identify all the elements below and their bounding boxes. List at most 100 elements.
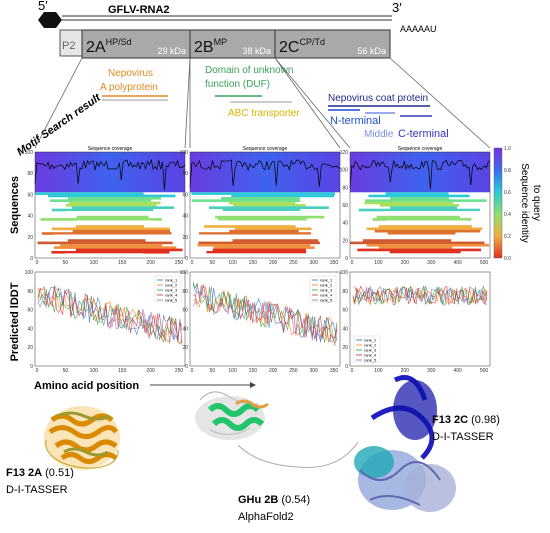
plddt-line <box>192 282 338 344</box>
structure-2c <box>354 375 456 512</box>
segment-box <box>274 29 391 59</box>
motif-text: Nepovirus <box>108 68 153 79</box>
heatmap-row <box>64 253 144 256</box>
hexagon <box>38 12 62 28</box>
structure-name: F13 2A <box>6 467 42 479</box>
heatmap-row <box>386 220 467 224</box>
plddt-line <box>192 281 338 343</box>
heatmap-row <box>37 241 173 245</box>
heatmap-row <box>215 215 325 219</box>
motif-text: ABC transporter <box>228 108 300 119</box>
segment-sup: CP/Td <box>299 37 325 47</box>
heatmap-band <box>35 152 185 193</box>
segment-name: 2C <box>279 39 299 56</box>
y-tick-label: 80 <box>27 171 33 177</box>
x-tick-label: 250 <box>289 368 298 374</box>
segment-label: 2AHP/Sd <box>86 37 132 56</box>
heatmap-row <box>366 243 490 247</box>
heatmap-row <box>387 232 456 235</box>
heatmap-row <box>40 218 162 221</box>
heatmap-row <box>198 232 311 235</box>
rna-name: GFLV-RNA2 <box>108 4 170 16</box>
heatmap-row <box>58 255 178 259</box>
colorbar-tick: 1.0 <box>504 146 511 152</box>
plddt-line <box>352 285 488 306</box>
x-tick-label: 250 <box>175 260 184 266</box>
heatmap-row <box>72 229 171 233</box>
legend-label: rank_2 <box>320 283 333 288</box>
x-tick-label: 500 <box>480 260 489 266</box>
structure-caption: GHu 2B (0.54) <box>238 494 310 506</box>
heatmap-row <box>366 227 483 231</box>
x-tick-label: 200 <box>146 260 155 266</box>
heatmap-row <box>76 215 149 219</box>
plddt-line <box>192 284 338 347</box>
heatmap-row <box>196 234 318 238</box>
colorbar-tick: 0.2 <box>504 234 511 240</box>
coverage-line <box>349 159 491 190</box>
motif-text: Nepovirus coat protein <box>328 93 428 104</box>
segment-sup: MP <box>214 37 228 47</box>
heatmap-row <box>48 194 176 198</box>
plot-frame <box>349 151 491 259</box>
motif-text: C-terminal <box>398 128 449 140</box>
y-tick-label: 60 <box>182 192 188 198</box>
y-tick-label: 20 <box>27 235 33 241</box>
heatmap-row <box>383 211 486 214</box>
heatmap-row <box>364 201 453 205</box>
y-tick-label: 80 <box>182 171 188 177</box>
heatmap-row <box>209 222 332 226</box>
segments: 2AHP/Sd 29 kDa 2BMP 38 kDa 2CCP/Td 56 kDa <box>81 29 391 59</box>
y-tick-label: 100 <box>180 270 189 276</box>
heatmap-row <box>350 241 485 245</box>
y-tick-label: 20 <box>342 238 348 244</box>
heatmap-row <box>234 227 312 231</box>
x-tick-label: 0 <box>191 260 194 266</box>
segment-kda: 56 kDa <box>357 46 386 56</box>
structure-caption: F13 2C (0.98) <box>432 414 500 426</box>
heatmap-row <box>65 213 164 217</box>
legend-label: rank_4 <box>165 293 178 298</box>
x-tick-label: 200 <box>401 260 410 266</box>
y-tick-label: 20 <box>342 345 348 351</box>
heatmap-row <box>71 206 175 210</box>
motif-text: A polyprotein <box>100 82 158 93</box>
heatmap-row <box>385 192 449 195</box>
cone-lines <box>34 57 491 149</box>
colorbar-label: Sequence identity <box>519 163 530 243</box>
x-tick-label: 0 <box>36 368 39 374</box>
legend-label: rank_1 <box>320 278 333 283</box>
legend-label: rank_4 <box>320 293 333 298</box>
x-tick-label: 100 <box>374 368 383 374</box>
heatmap-row <box>222 208 301 212</box>
legend-label: rank_5 <box>364 358 377 363</box>
y-tick-label: 20 <box>182 235 188 241</box>
structure-method: AlphaFold2 <box>238 511 294 523</box>
plot-title: Sequence coverage <box>243 146 288 152</box>
x-tick-label: 50 <box>210 260 216 266</box>
heatmap-row <box>76 225 145 228</box>
x-tick-label: 250 <box>289 260 298 266</box>
heatmap-row <box>206 250 307 254</box>
structure-score: (0.98) <box>471 414 500 426</box>
heatmap-row <box>191 192 336 195</box>
sequences-label: Sequences <box>9 176 21 234</box>
segment-box <box>189 29 276 59</box>
legend-label: rank_1 <box>364 338 377 343</box>
x-tick-label: 500 <box>480 368 489 374</box>
y-tick-label: 100 <box>180 150 189 156</box>
legend-label: rank_3 <box>165 288 178 293</box>
y-tick-label: 40 <box>182 326 188 332</box>
y-tick-label: 80 <box>342 185 348 191</box>
x-tick-label: 250 <box>175 368 184 374</box>
heatmap-row <box>372 218 472 221</box>
x-tick-label: 0 <box>351 260 354 266</box>
heatmap-row <box>390 196 450 200</box>
heatmap-row <box>53 246 177 249</box>
heatmap-row <box>77 236 160 240</box>
legend-label: rank_5 <box>165 298 178 303</box>
polya: AAAAAU <box>400 24 437 34</box>
heatmap-row <box>358 208 480 212</box>
legend-label: rank_4 <box>364 353 377 358</box>
x-tick-label: 50 <box>63 368 69 374</box>
